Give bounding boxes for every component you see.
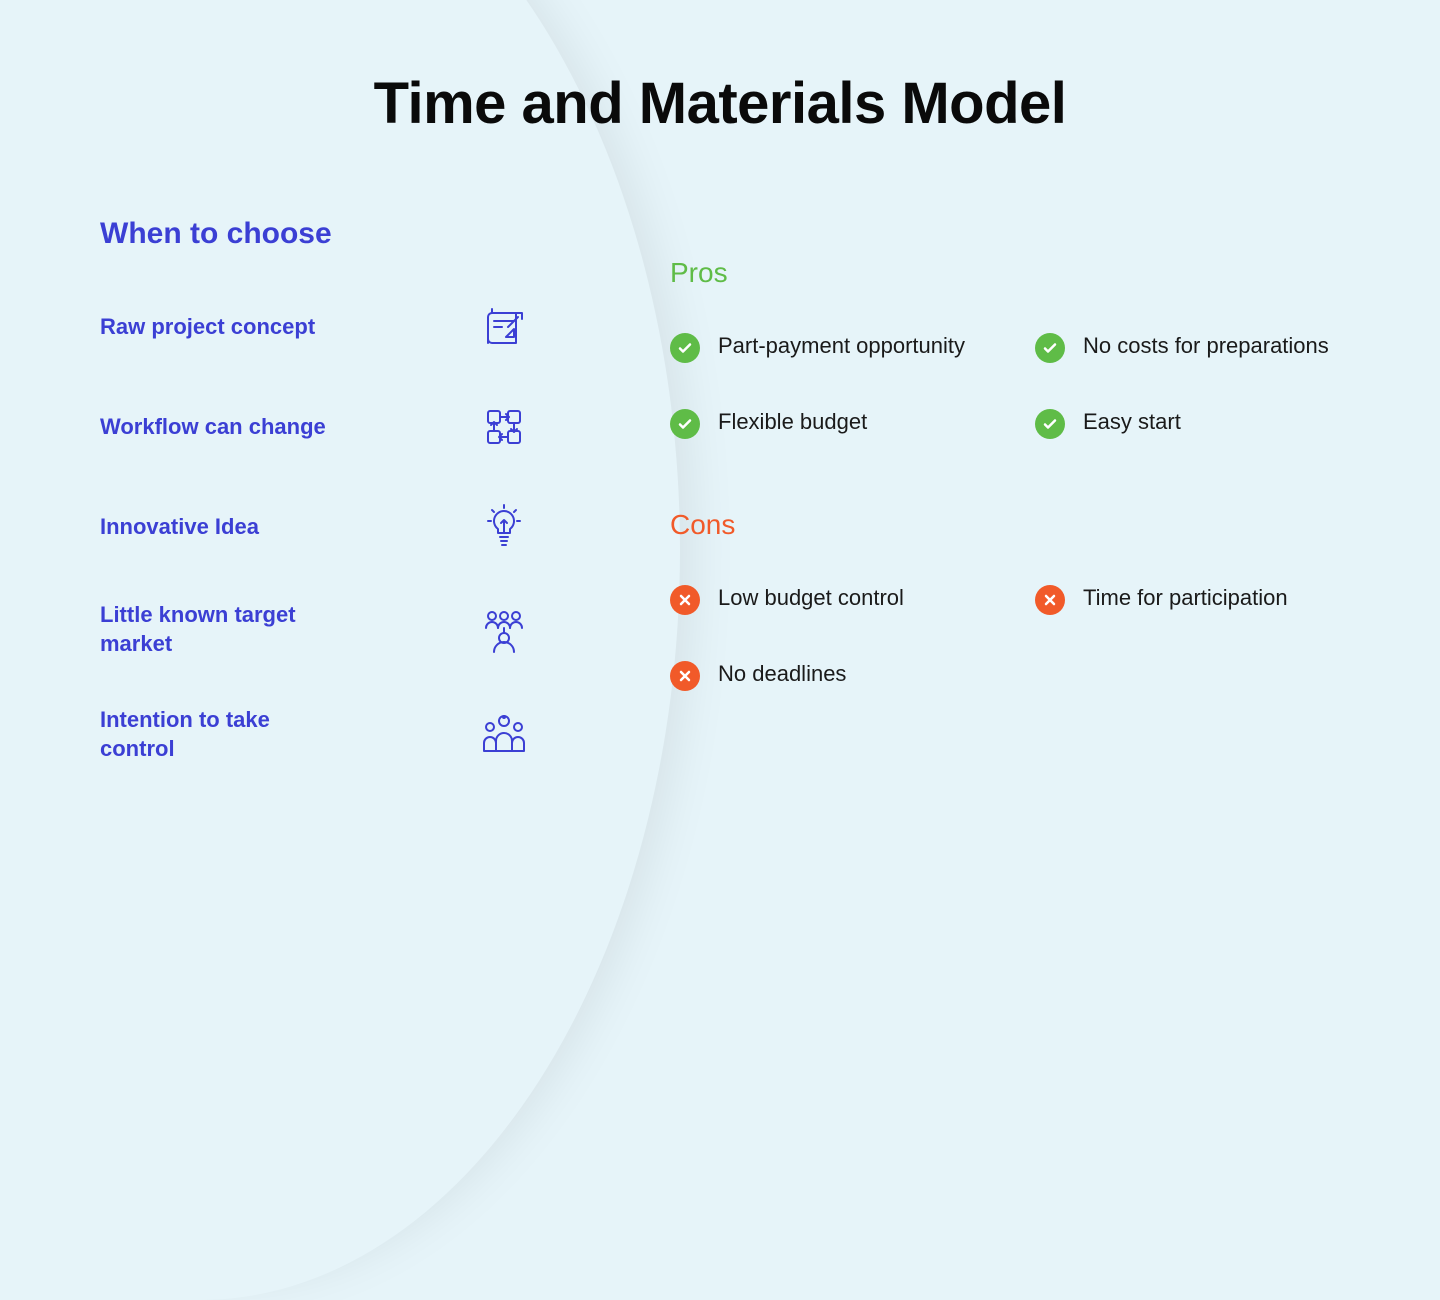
pro-item: Easy start bbox=[1035, 407, 1340, 439]
con-item: Time for participation bbox=[1035, 583, 1340, 615]
cons-section: Cons Low budget control Time for partici… bbox=[670, 509, 1340, 691]
check-icon bbox=[670, 409, 700, 439]
cross-icon bbox=[670, 661, 700, 691]
choose-item-label: Raw project concept bbox=[100, 313, 315, 342]
pro-item-text: Part-payment opportunity bbox=[718, 331, 965, 361]
team-icon bbox=[478, 709, 530, 761]
pro-item-text: Easy start bbox=[1083, 407, 1181, 437]
choose-item: Intention to take control bbox=[100, 706, 530, 763]
blueprint-icon bbox=[478, 301, 530, 353]
choose-item: Raw project concept bbox=[100, 301, 530, 353]
audience-icon bbox=[478, 604, 530, 656]
when-to-choose-section: When to choose Raw project concept bbox=[100, 217, 530, 763]
check-icon bbox=[1035, 409, 1065, 439]
con-item: Low budget control bbox=[670, 583, 975, 615]
cross-icon bbox=[1035, 585, 1065, 615]
pro-item-text: No costs for preparations bbox=[1083, 331, 1329, 361]
con-item-text: Time for participation bbox=[1083, 583, 1288, 613]
pro-item: Part-payment opportunity bbox=[670, 331, 975, 363]
cross-icon bbox=[670, 585, 700, 615]
choose-item-label: Intention to take control bbox=[100, 706, 340, 763]
choose-item-label: Workflow can change bbox=[100, 413, 326, 442]
pro-item-text: Flexible budget bbox=[718, 407, 867, 437]
con-item-text: No deadlines bbox=[718, 659, 846, 689]
choose-item-label: Innovative Idea bbox=[100, 513, 259, 542]
pros-section: Pros Part-payment opportunity No costs f… bbox=[670, 257, 1340, 439]
pro-item: No costs for preparations bbox=[1035, 331, 1340, 363]
check-icon bbox=[1035, 333, 1065, 363]
con-item-text: Low budget control bbox=[718, 583, 904, 613]
choose-item-label: Little known target market bbox=[100, 601, 340, 658]
lightbulb-icon bbox=[478, 501, 530, 553]
workflow-icon bbox=[478, 401, 530, 453]
when-to-choose-heading: When to choose bbox=[100, 217, 530, 251]
choose-item: Workflow can change bbox=[100, 401, 530, 453]
check-icon bbox=[670, 333, 700, 363]
pros-heading: Pros bbox=[670, 257, 1340, 289]
choose-item: Innovative Idea bbox=[100, 501, 530, 553]
choose-item: Little known target market bbox=[100, 601, 530, 658]
cons-heading: Cons bbox=[670, 509, 1340, 541]
con-item: No deadlines bbox=[670, 659, 975, 691]
pro-item: Flexible budget bbox=[670, 407, 975, 439]
page-title: Time and Materials Model bbox=[100, 70, 1340, 137]
